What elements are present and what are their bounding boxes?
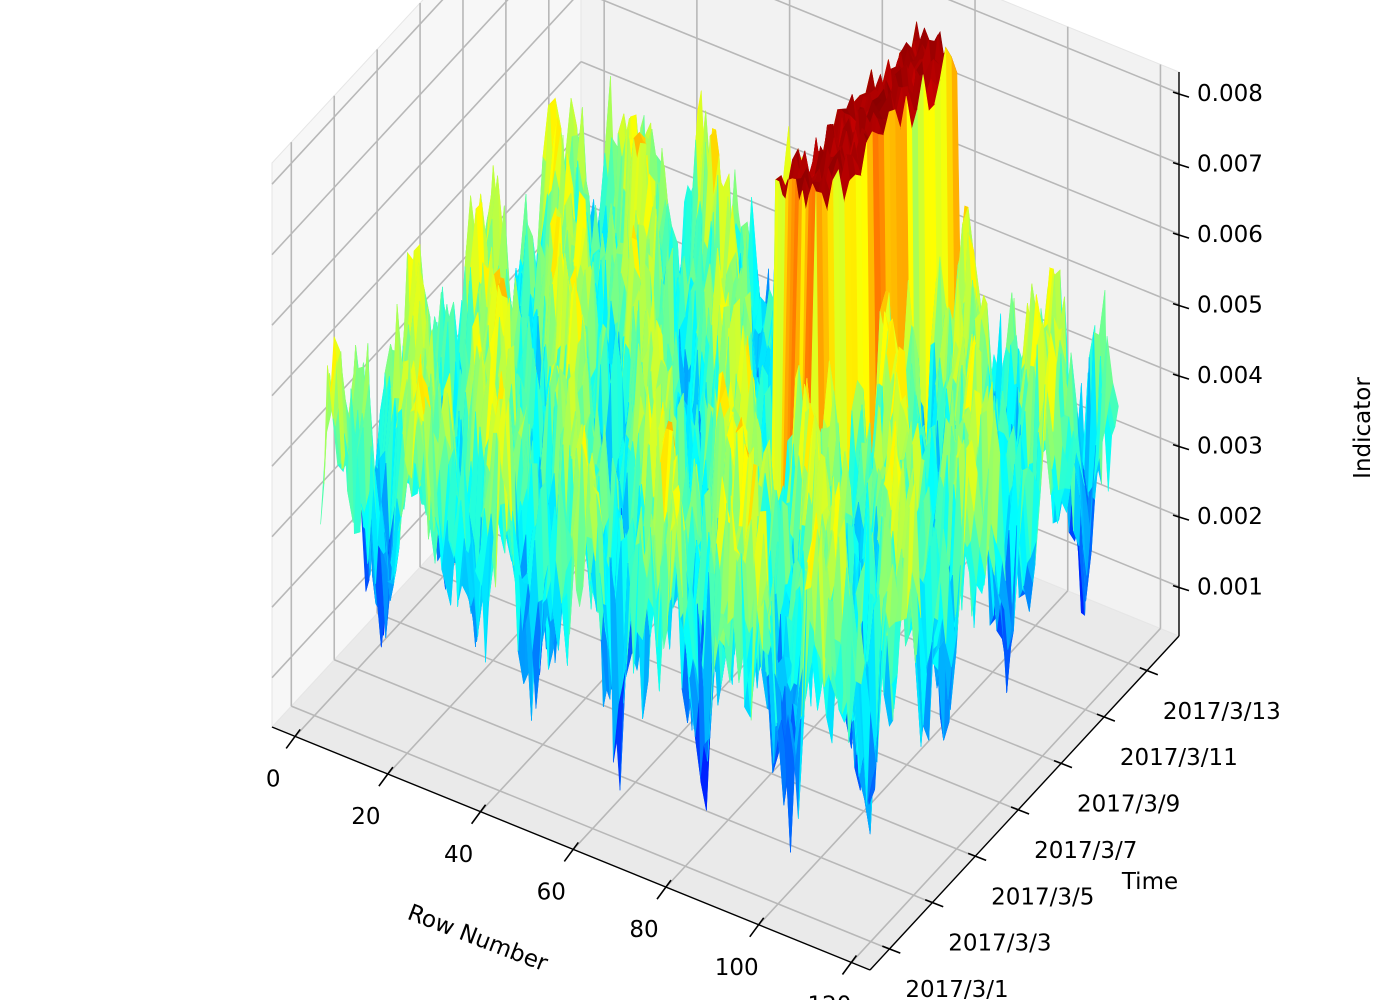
surface-plot xyxy=(320,21,1119,853)
grid-z-left xyxy=(271,0,509,256)
grid-y-floor xyxy=(333,658,933,904)
grid-y-floor xyxy=(376,612,976,858)
grid-x-floor xyxy=(850,627,1162,964)
grid-z-left xyxy=(271,0,444,185)
grid-z-back xyxy=(774,0,1180,165)
grid-z-back xyxy=(947,0,1180,94)
grid-z-left xyxy=(271,0,574,326)
grid-y-floor xyxy=(291,705,890,950)
grid-z-left xyxy=(271,61,582,397)
grid-x-floor xyxy=(758,590,1069,926)
